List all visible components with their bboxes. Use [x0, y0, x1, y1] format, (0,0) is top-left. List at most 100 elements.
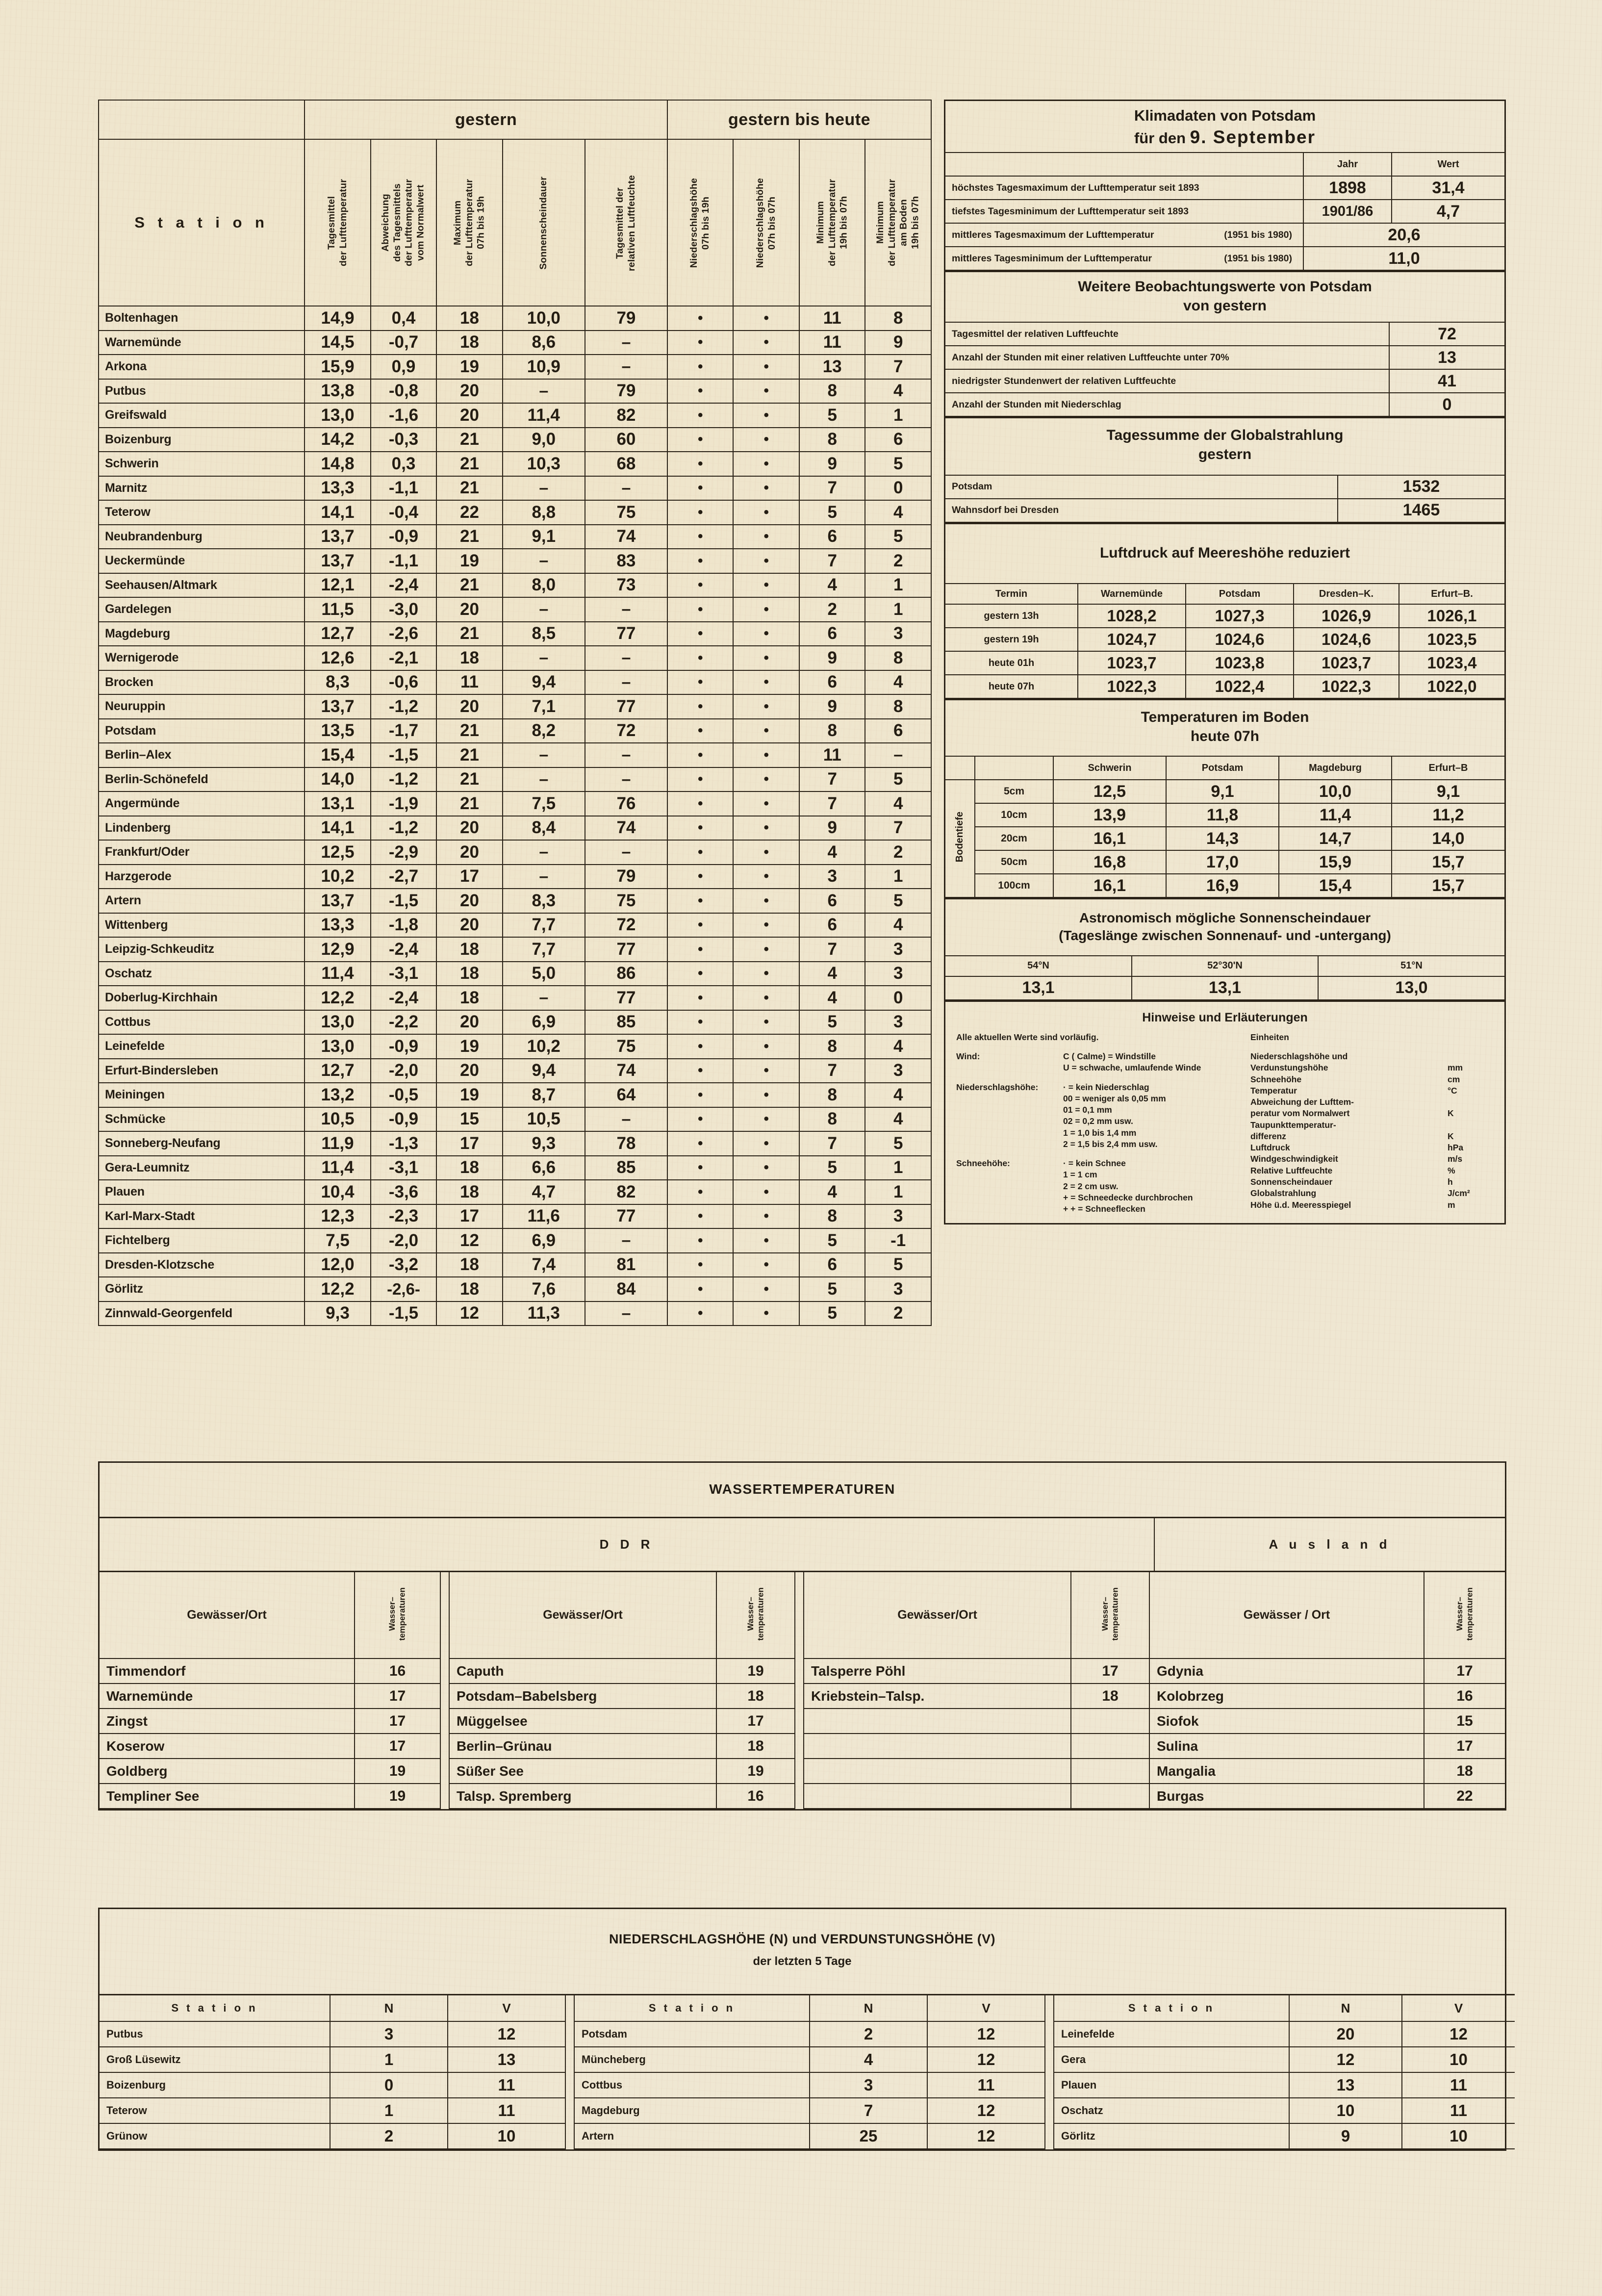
table-row: Teterow 1 11 Magdeburg 7 12 Oschatz 10 11: [100, 2097, 1515, 2124]
globalstrahlung-value: 1465: [1337, 498, 1504, 523]
hinweise-schnee-line-0: · = kein Schnee: [1063, 1158, 1126, 1169]
nv-header-gap-2: [1044, 1994, 1054, 2021]
luftdruck-termin: gestern 19h: [945, 627, 1078, 652]
station-name: Arkona: [98, 354, 305, 380]
water-temperature-value: 15: [1424, 1708, 1505, 1734]
luftdruck-value: 1022,3: [1293, 674, 1399, 699]
cell-value: 79: [584, 306, 668, 331]
cell-value: 4: [798, 985, 866, 1011]
station-name: Brocken: [98, 669, 305, 695]
cell-value: 19: [436, 354, 503, 380]
nv-column-gap: [565, 2098, 575, 2123]
bodentemperatur-value: 9,1: [1391, 779, 1504, 804]
cell-value: 7,5: [502, 791, 585, 816]
station-name: Zinnwald-Georgenfeld: [98, 1301, 305, 1326]
luftdruck-value: 1026,9: [1293, 604, 1399, 629]
bodentemperatur-value: 15,4: [1278, 873, 1392, 898]
header-station: S t a t i o n: [98, 139, 305, 306]
cell-value: 22: [436, 500, 503, 525]
header-text: Maximum der Lufttemperatur 07h bis 19h: [452, 179, 486, 267]
cell-no-precipitation: •: [666, 669, 734, 695]
nv-precipitation-value: 12: [1289, 2046, 1402, 2073]
cell-missing: –: [502, 475, 585, 501]
nv-precipitation-value: 9: [1289, 2123, 1402, 2149]
nv-station-name: Magdeburg: [574, 2097, 810, 2124]
unit-row: Luftdruck hPa: [1250, 1142, 1486, 1153]
luftdruck-title: Luftdruck auf Meereshöhe reduziert: [1099, 544, 1350, 561]
cell-missing: –: [502, 378, 585, 404]
luftdruck-termin: heute 07h: [945, 674, 1078, 699]
cell-no-precipitation: •: [666, 694, 734, 719]
table-row: Warnemünde 17 Potsdam–Babelsberg 18 Kriebste…: [100, 1683, 1505, 1709]
table-row: Koserow 17 Berlin–Grünau 18 Sulina 17: [100, 1733, 1505, 1759]
klimadaten-row: mittleres Tagesminimum der Lufttemperatu…: [945, 246, 1504, 271]
cell-value: 82: [584, 403, 668, 428]
bodentemperatur-value: 16,1: [1053, 873, 1167, 898]
klimadaten-value: 31,4: [1391, 176, 1504, 201]
cell-value: 15,9: [304, 354, 371, 380]
table-row: Neubrandenburg 13,7 -0,9 21 9,1 74 • • 6 5: [98, 524, 932, 549]
nv-precipitation-value: 3: [330, 2021, 448, 2047]
station-name: Cottbus: [98, 1009, 305, 1035]
cell-value: -1,2: [370, 766, 437, 792]
unit-row: Windgeschwindigkeit m/s: [1250, 1153, 1486, 1165]
cell-value: 5: [798, 500, 866, 525]
unit-name: Höhe ü.d. Meeresspiegel: [1250, 1199, 1351, 1210]
cell-value: 7: [798, 475, 866, 501]
cell-value: 21: [436, 791, 503, 816]
cell-value: 60: [584, 427, 668, 452]
hinweise-units-list: Niederschlagshöhe und Verdunstungshöhe mm S…: [1250, 1051, 1486, 1211]
cell-value: 5: [798, 1155, 866, 1180]
bodentemperatur-value: 16,9: [1166, 873, 1279, 898]
globalstrahlung-label: Wahnsdorf bei Dresden: [945, 498, 1338, 523]
hinweise-nieder-line-4: 1 = 1,0 bis 1,4 mm: [1063, 1127, 1137, 1138]
bodentemperatur-value: 11,8: [1166, 803, 1279, 828]
cell-value: 4: [798, 572, 866, 598]
weitere-label: niedrigster Stundenwert der relativen Lu…: [945, 369, 1390, 394]
cell-value: 11,9: [304, 1131, 371, 1156]
weitere-label: Anzahl der Stunden mit Niederschlag: [945, 392, 1390, 417]
cell-value: 10,5: [502, 1106, 585, 1132]
station-name: Ueckermünde: [98, 548, 305, 574]
nv-column-gap: [565, 2123, 575, 2149]
cell-value: 18: [436, 937, 503, 962]
water-header-row: Gewässer/Ort Wasser– temperaturen Gewäss…: [100, 1572, 1505, 1659]
water-place-name: Berlin–Grünau: [449, 1733, 717, 1759]
nv-evaporation-value: 12: [927, 2097, 1045, 2124]
cell-value: 14,0: [304, 766, 371, 792]
cell-no-precipitation: •: [666, 330, 734, 355]
cell-value: -1,8: [370, 912, 437, 938]
luftdruck-value: 1027,3: [1185, 604, 1294, 629]
bodentemperatur-header-row: Schwerin Potsdam Magdeburg Erfurt–B: [945, 756, 1504, 781]
cell-value: 21: [436, 718, 503, 743]
cell-no-precipitation: •: [666, 840, 734, 865]
unit-row: peratur vom Normalwert K: [1250, 1108, 1486, 1119]
table-row: Erfurt-Bindersleben 12,7 -2,0 20 9,4 74 • • 7 3: [98, 1058, 932, 1083]
station-name: Doberlug-Kirchhain: [98, 985, 305, 1011]
cell-value: 11: [436, 669, 503, 695]
luftdruck-body: Termin Warnemünde Potsdam Dresden–K. Erfurt–…: [945, 583, 1504, 699]
station-name: Leipzig-Schkeuditz: [98, 937, 305, 962]
cell-value: 13: [798, 354, 866, 380]
water-temperature-value: [1070, 1783, 1150, 1809]
cell-value: 12,7: [304, 621, 371, 646]
table-row: Potsdam 13,5 -1,7 21 8,2 72 • • 8 6: [98, 718, 932, 743]
cell-value: 8: [798, 378, 866, 404]
water-column-gap: [440, 1658, 450, 1684]
table-row: Lindenberg 14,1 -1,2 20 8,4 74 • • 9 7: [98, 815, 932, 841]
unit-row: Abweichung der Lufttem-: [1250, 1097, 1486, 1108]
unit-name: Globalstrahlung: [1250, 1188, 1317, 1199]
cell-no-precipitation: •: [666, 1009, 734, 1035]
cell-value: 15: [436, 1106, 503, 1132]
cell-value: 0,4: [370, 306, 437, 331]
cell-value: 11: [798, 306, 866, 331]
hinweise-title: Hinweise und Erläuterungen: [1142, 1010, 1308, 1024]
water-place-name: Talsperre Pöhl: [803, 1658, 1071, 1684]
nv-station-name: Grünow: [100, 2123, 331, 2149]
cell-no-precipitation: •: [733, 427, 800, 452]
unit-name: Taupunkttemperatur-: [1250, 1120, 1336, 1130]
unit-symbol: hPa: [1448, 1143, 1464, 1153]
klimadaten-header-wert: Wert: [1391, 152, 1504, 177]
klimadaten-label: mittleres Tagesminimum der Lufttemperatu…: [945, 246, 1304, 271]
nv-precipitation-value: 1: [330, 2097, 448, 2124]
